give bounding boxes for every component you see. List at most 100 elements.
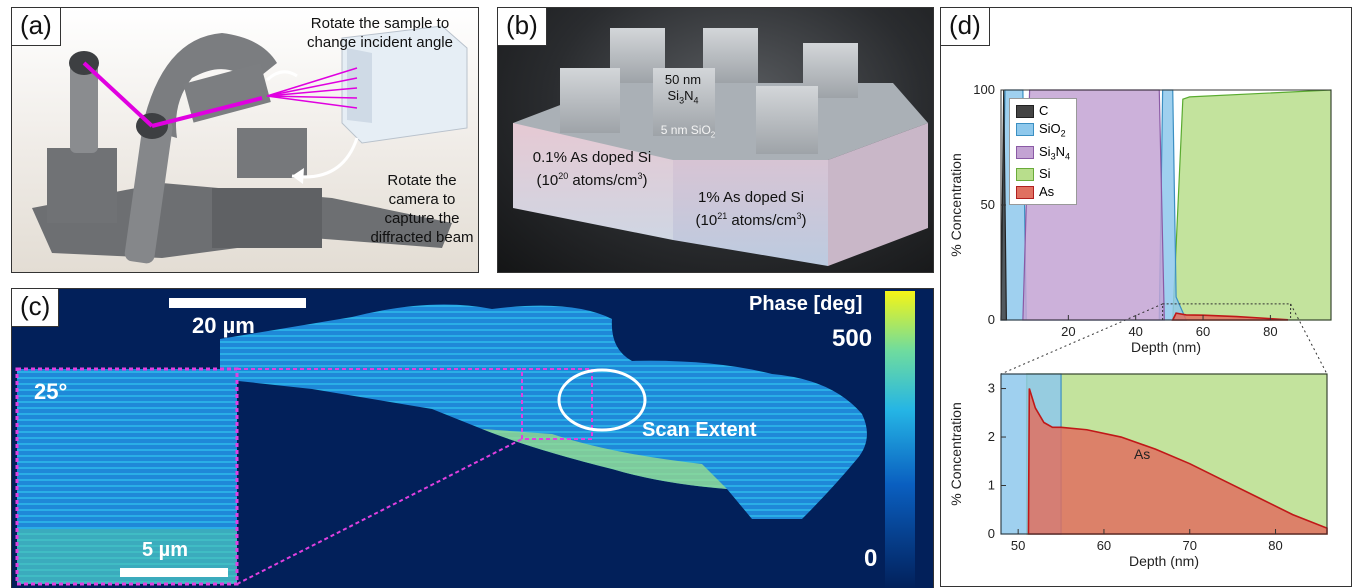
legend-swatch-sio2 xyxy=(1016,123,1034,137)
panel-a-label: (a) xyxy=(12,8,61,46)
colorbar-max-label: 500 xyxy=(832,325,873,352)
legend-swatch-si3n4 xyxy=(1016,145,1034,159)
y-tick-label: 100 xyxy=(973,82,995,97)
right-region-line-1: 1% As doped Si xyxy=(698,189,804,206)
colorbar xyxy=(885,291,915,588)
sample-holder xyxy=(183,63,271,123)
sample-stage xyxy=(237,128,307,178)
y-tick-label: 50 xyxy=(981,197,995,212)
x-axis-label: Depth (nm) xyxy=(1129,553,1199,569)
area-si xyxy=(1172,89,1332,321)
rotate-sample-annotation: Rotate the sample to change incident ang… xyxy=(280,14,478,52)
colorbar-title: Phase [deg] xyxy=(749,293,863,315)
si3n4-pillars xyxy=(560,28,858,154)
panel-b-schematic: (b) 50 nm Si3N4 5 nm SiO2 0.1% As doped … xyxy=(497,7,934,273)
zoom-region-box xyxy=(521,368,593,440)
y-tick-label: 1 xyxy=(988,478,995,493)
phase-map-image xyxy=(15,291,915,588)
pillar-size-label: 50 nm xyxy=(664,72,702,87)
rotate-sample-line-2: change incident angle xyxy=(307,34,453,51)
mirror-post-center xyxy=(124,117,173,264)
camera xyxy=(341,25,468,144)
oxide-label: 5 nm SiO2 xyxy=(660,123,716,140)
legend: C SiO2 Si3N4 Si As xyxy=(1009,98,1077,206)
x-tick-label: 80 xyxy=(1263,324,1277,339)
mirror-post-left xyxy=(70,63,98,153)
legend-item-c: C xyxy=(1016,102,1070,120)
camera-aperture xyxy=(347,48,372,123)
right-region-label: 1% As doped Si (1021 atoms/cm3) xyxy=(676,188,826,230)
panel-a-photo: (a) Rotate the sample xyxy=(11,7,479,273)
y-tick-label: 2 xyxy=(988,429,995,444)
zoom-connector-bottom xyxy=(236,438,523,585)
inset-angle-label: 25° xyxy=(34,379,68,404)
y-axis-label: % Concentration xyxy=(948,402,964,506)
zoom-links xyxy=(1000,303,1328,375)
rotate-camera-line-3: capture the xyxy=(384,210,460,227)
panel-b-label: (b) xyxy=(498,8,547,46)
legend-swatch-c xyxy=(1016,105,1034,119)
scalebar-inset xyxy=(120,568,228,577)
panel-d-label: (d) xyxy=(941,8,990,46)
legend-swatch-as xyxy=(1016,186,1034,200)
y-tick-label: 0 xyxy=(988,312,995,327)
rotate-camera-line-4: diffracted beam xyxy=(370,229,474,246)
x-tick-label: 60 xyxy=(1097,538,1111,553)
y-tick-label: 0 xyxy=(988,526,995,541)
wafer-side xyxy=(828,123,928,266)
legend-item-sio2: SiO2 xyxy=(1016,120,1070,143)
right-stage xyxy=(212,188,322,248)
scan-extent-ellipse xyxy=(557,368,647,432)
zoom-line-left xyxy=(1000,303,1163,375)
y-tick-label: 3 xyxy=(988,381,995,396)
pillar-material-label: Si3N4 xyxy=(667,88,699,106)
panel-c-phase-map: (c) xyxy=(11,288,934,588)
zoom-line-right xyxy=(1290,303,1328,375)
camera-rotation-arrowhead xyxy=(292,168,304,184)
scan-extent-label: Scan Extent xyxy=(642,419,757,441)
zoom-box xyxy=(1162,303,1292,321)
high-phase-region xyxy=(482,429,727,489)
as-annotation: As xyxy=(1134,446,1150,462)
x-tick-label: 50 xyxy=(1011,538,1025,553)
left-region-line-2: (1020 atoms/cm3) xyxy=(536,171,648,189)
left-stage xyxy=(47,148,117,223)
plot-frame xyxy=(1000,373,1328,535)
sample-rotation-arrow xyxy=(265,70,298,82)
left-region-label: 0.1% As doped Si (1020 atoms/cm3) xyxy=(512,148,672,190)
x-tick-label: 40 xyxy=(1128,324,1142,339)
rotate-sample-line-1: Rotate the sample to xyxy=(310,15,450,32)
legend-item-as: As xyxy=(1016,183,1070,201)
diffracted-beams xyxy=(266,67,358,109)
right-region-line-2: (1021 atoms/cm3) xyxy=(695,211,807,229)
x-tick-label: 80 xyxy=(1268,538,1282,553)
x-tick-label: 20 xyxy=(1061,324,1075,339)
rotation-arc xyxy=(142,33,277,138)
region-0.1pct xyxy=(513,123,673,240)
colorbar-min-label: 0 xyxy=(864,545,878,572)
sample-schematic xyxy=(513,28,928,266)
pillar-label: 50 nm Si3N4 xyxy=(648,72,718,109)
sample-footprint xyxy=(220,304,867,519)
rotate-camera-line-1: Rotate the xyxy=(387,172,457,189)
scalebar-inset-label: 5 µm xyxy=(142,539,188,561)
panel-d-depth-profiles: (d) 20 40 60 80 0 50 100 Depth (nm)% Concentrat… xyxy=(940,7,1352,587)
y-axis-label: % Concentration xyxy=(948,153,964,257)
rotate-camera-line-2: camera to xyxy=(388,191,456,208)
legend-swatch-si xyxy=(1016,168,1034,182)
x-axis-label: Depth (nm) xyxy=(1131,339,1201,355)
x-tick-label: 60 xyxy=(1196,324,1210,339)
panel-c-label: (c) xyxy=(12,289,60,327)
scalebar-main-label: 20 µm xyxy=(192,313,255,338)
incident-beam-1 xyxy=(82,61,154,128)
x-tick-label: 70 xyxy=(1183,538,1197,553)
goniometer-illustration xyxy=(32,25,468,264)
legend-item-si: Si xyxy=(1016,165,1070,183)
legend-item-si3n4: Si3N4 xyxy=(1016,143,1070,166)
left-region-line-1: 0.1% As doped Si xyxy=(532,149,652,166)
area-as xyxy=(1027,388,1328,535)
region-1pct xyxy=(673,160,828,266)
scalebar-main xyxy=(169,298,306,308)
incident-beam-2 xyxy=(151,96,263,128)
